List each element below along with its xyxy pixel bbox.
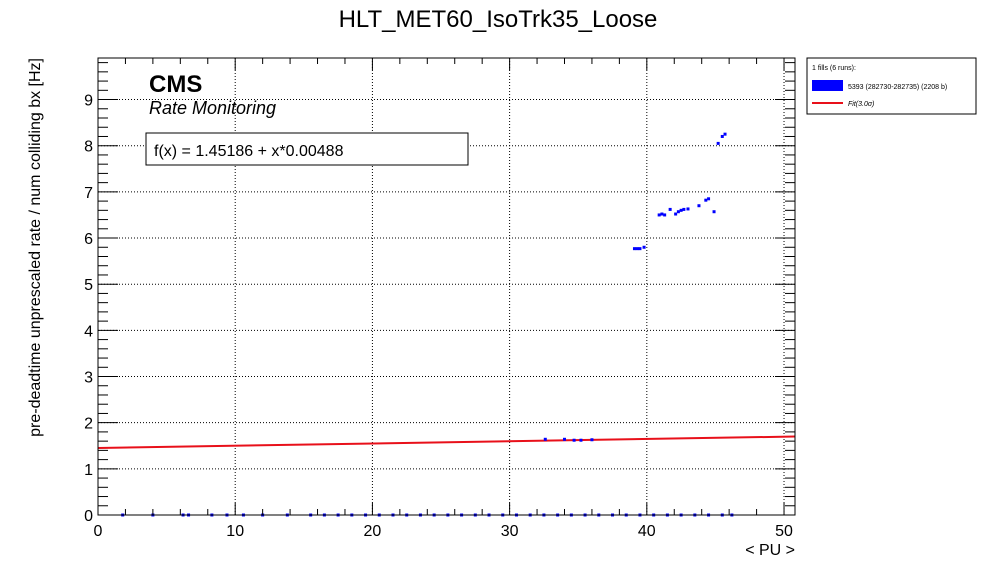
data-point (686, 207, 690, 211)
fit-box (145, 132, 469, 166)
legend: 1 fills (6 runs): 5393 (282730-282735) (… (806, 57, 977, 115)
fit-layer (97, 435, 796, 449)
y-tick-label: 9 (84, 93, 93, 110)
x-tick-label: 20 (364, 523, 382, 540)
data-point (635, 247, 639, 251)
y-tick-label: 2 (84, 416, 93, 433)
data-point (562, 437, 566, 441)
data-point (663, 213, 667, 217)
y-axis-label: pre-deadtime unprescaled rate / num coll… (27, 58, 44, 437)
data-points (121, 132, 734, 517)
fit-line (97, 435, 796, 449)
data-point (682, 207, 686, 211)
x-tick-label: 50 (775, 523, 793, 540)
x-tick-label: 10 (226, 523, 244, 540)
legend-header: 1 fills (6 runs): (812, 65, 856, 72)
y-tick-label: 3 (84, 370, 93, 387)
data-point (632, 247, 636, 251)
data-point (720, 134, 724, 138)
data-point (674, 212, 678, 216)
fit-box-text: f(x) = 1.45186 + x*0.00488 (154, 143, 344, 160)
y-tick-label: 1 (84, 462, 93, 479)
data-point (657, 213, 661, 217)
cms-label: CMS (149, 71, 202, 98)
data-point (697, 204, 701, 208)
data-point (704, 198, 708, 202)
data-point (590, 438, 594, 442)
data-point (676, 210, 680, 214)
y-tick-label: 8 (84, 139, 93, 156)
axis-ticks: 0 10 20 30 40 50 0 1 2 3 4 5 6 7 8 9 (84, 58, 795, 540)
legend-entry-label: Fit(3.0σ) (848, 101, 874, 108)
x-tick-label: 30 (501, 523, 519, 540)
data-point (579, 438, 583, 442)
data-point (642, 245, 646, 249)
y-tick-label: 5 (84, 277, 93, 294)
data-point (660, 212, 664, 216)
data-point (572, 438, 576, 442)
data-point (707, 197, 711, 201)
y-tick-label: 6 (84, 231, 93, 248)
data-point (712, 210, 716, 214)
data-point (723, 132, 727, 136)
data-point (543, 437, 547, 441)
cms-sublabel: Rate Monitoring (149, 98, 276, 118)
data-point (668, 207, 672, 211)
y-tick-label: 0 (84, 508, 93, 525)
legend-entry-label: 5393 (282730-282735) (2208 b) (848, 84, 947, 91)
data-point (679, 208, 683, 212)
y-tick-label: 7 (84, 185, 93, 202)
y-tick-label: 4 (84, 323, 93, 340)
x-tick-label: 0 (94, 523, 103, 540)
data-point (716, 141, 720, 145)
x-axis-label: < PU > (745, 542, 795, 559)
data-point (638, 247, 642, 251)
x-tick-label: 40 (638, 523, 656, 540)
chart-title: HLT_MET60_IsoTrk35_Loose (339, 6, 658, 33)
legend-swatch-fill (812, 80, 843, 91)
plot-frame (97, 57, 796, 516)
